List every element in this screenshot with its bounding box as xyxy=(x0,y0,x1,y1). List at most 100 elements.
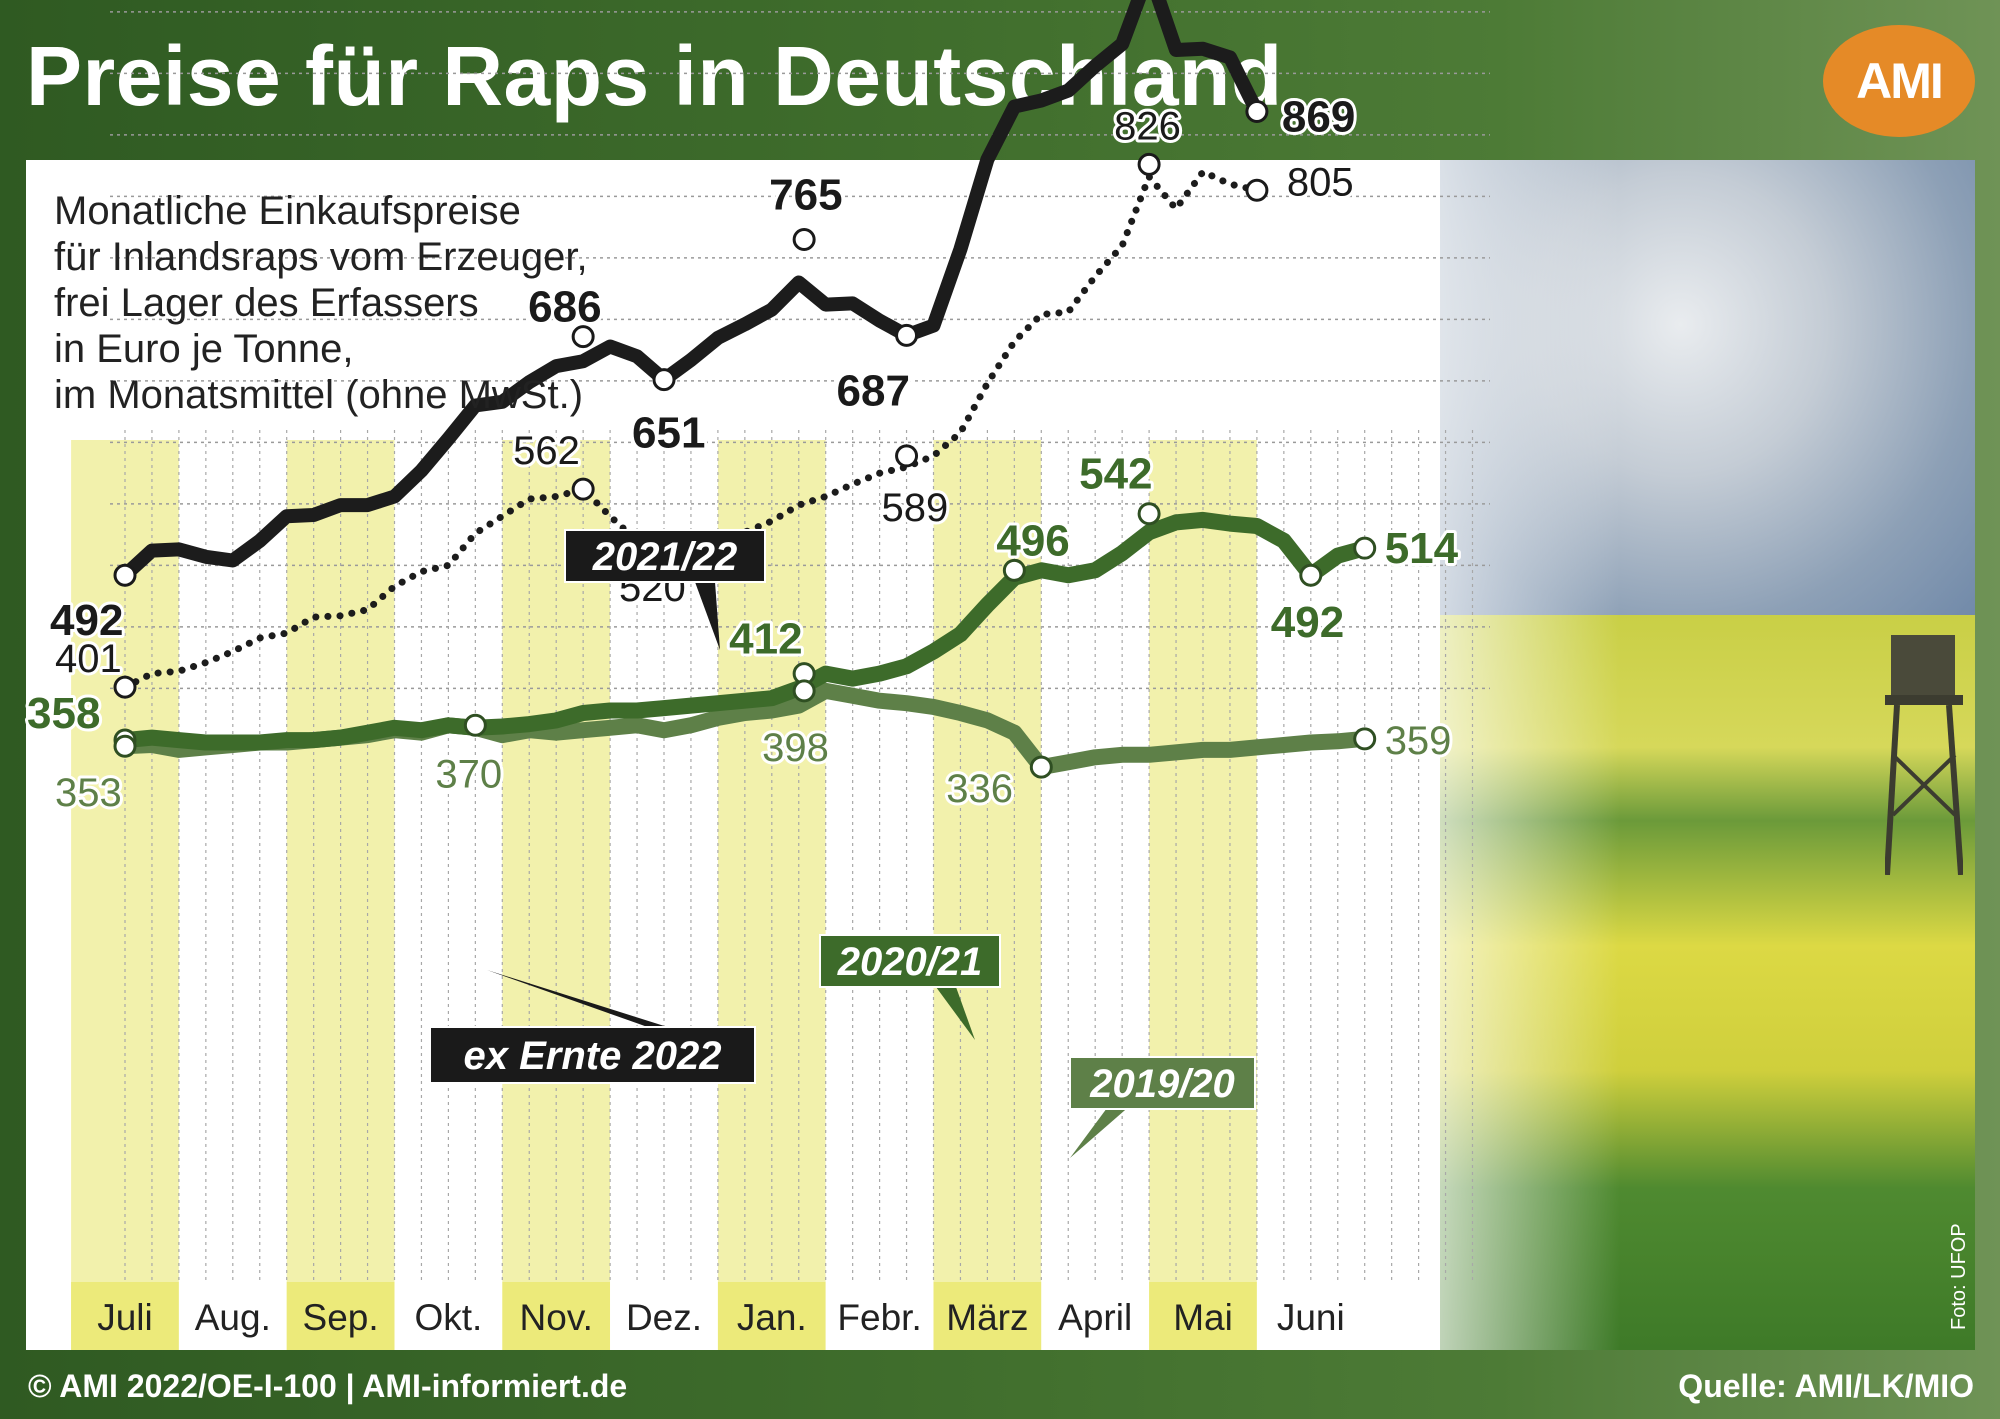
legend-label: 2019/20 xyxy=(1089,1062,1235,1106)
hunting-tower-icon xyxy=(1885,635,1963,875)
value-label: 805 xyxy=(1287,160,1354,204)
data-point-marker xyxy=(1245,100,1269,124)
value-label: 336 xyxy=(946,767,1013,811)
logo-text: AMI xyxy=(1856,53,1944,109)
legend-pointer xyxy=(936,987,975,1040)
month-cell xyxy=(502,1282,611,1350)
value-label: 826 xyxy=(1114,104,1181,148)
month-label: Okt. xyxy=(414,1297,482,1338)
value-label: 869 xyxy=(1282,93,1355,142)
month-label: März xyxy=(946,1297,1028,1338)
value-labels: 4926866517656879838694015625205898268053… xyxy=(24,0,1462,818)
month-label: Nov. xyxy=(520,1297,593,1338)
data-point-marker xyxy=(792,227,816,251)
month-cell xyxy=(394,1282,503,1350)
value-label: 687 xyxy=(837,366,910,415)
legend-box xyxy=(819,934,1001,988)
data-point-marker xyxy=(1353,536,1377,560)
legend-box xyxy=(429,1026,756,1084)
legend-box xyxy=(564,529,766,583)
ami-logo: AMI xyxy=(1823,25,1975,137)
legend-label: 2021/22 xyxy=(592,535,738,579)
data-point-marker xyxy=(1137,502,1161,526)
value-label: 496 xyxy=(996,516,1069,565)
legend-pointer xyxy=(487,970,668,1027)
value-label: 358 xyxy=(27,689,100,738)
page-title: Preise für Raps in Deutschland xyxy=(26,29,1283,123)
subtitle-line: im Monatsmittel (ohne MwSt.) xyxy=(54,373,584,417)
month-cell xyxy=(1256,1282,1365,1350)
value-label: 492 xyxy=(1271,598,1344,647)
month-cell xyxy=(610,1282,718,1350)
data-point-marker xyxy=(463,713,487,737)
month-label: Mai xyxy=(1173,1297,1233,1338)
subtitle-line: in Euro je Tonne, xyxy=(54,327,354,371)
chart-subtitle: Monatliche Einkaufspreise für Inlandsrap… xyxy=(54,188,588,418)
month-label: Jan. xyxy=(737,1297,807,1338)
data-point-marker xyxy=(1029,755,1053,779)
month-label: Juli xyxy=(97,1297,153,1338)
value-label: 651 xyxy=(632,409,705,458)
data-point-marker xyxy=(1353,727,1377,751)
data-point-marker xyxy=(895,444,919,468)
month-axis: Juli Aug. Sep. Okt. Nov. Dez. Jan. Febr. März Apr… xyxy=(71,1282,1365,1350)
month-cell xyxy=(178,1282,287,1350)
series-line-2020-21 xyxy=(117,511,1373,751)
month-cell xyxy=(286,1282,395,1350)
footer-source: Quelle: AMI/LK/MIO xyxy=(1678,1368,1974,1404)
data-point-marker xyxy=(113,734,137,758)
value-label: 686 xyxy=(528,283,601,332)
legend-box xyxy=(1069,1056,1256,1110)
footer-copyright: © AMI 2022/OE-I-100 | AMI-informiert.de xyxy=(28,1368,628,1404)
value-label: 412 xyxy=(729,615,802,664)
value-label: 562 xyxy=(513,429,580,473)
subtitle-line: frei Lager des Erfassers xyxy=(54,281,479,325)
value-label: 542 xyxy=(1079,450,1152,499)
month-cell xyxy=(1041,1282,1150,1350)
data-point-marker xyxy=(1299,563,1323,587)
value-label: 401 xyxy=(55,637,122,681)
value-label: 514 xyxy=(1385,524,1459,573)
series-line-2021-22 xyxy=(118,0,1264,583)
chart-grid xyxy=(110,11,1490,1282)
legend-label: 2020/21 xyxy=(837,940,983,984)
month-label: Sep. xyxy=(303,1297,379,1338)
month-cell xyxy=(717,1282,826,1350)
data-point-marker xyxy=(1002,558,1026,582)
legend-pointer xyxy=(1070,1109,1127,1158)
legend-pointer xyxy=(695,582,720,650)
month-cell xyxy=(933,1282,1042,1350)
value-label: 589 xyxy=(882,486,949,530)
data-point-marker xyxy=(652,368,676,392)
data-point-marker xyxy=(1245,178,1269,202)
markers-layer xyxy=(113,100,1377,779)
month-label: Dez. xyxy=(626,1297,702,1338)
data-point-marker xyxy=(113,563,137,587)
data-point-marker xyxy=(895,323,919,347)
subtitle-line: Monatliche Einkaufspreise xyxy=(54,189,521,233)
series-name-boxes: 2021/22 ex Ernte 2022 2020/21 2019/20 xyxy=(429,529,1256,1158)
value-label: 765 xyxy=(769,170,842,219)
value-label: 492 xyxy=(50,596,123,645)
month-label: Juni xyxy=(1277,1297,1345,1338)
legend-label: ex Ernte 2022 xyxy=(464,1034,722,1078)
data-point-marker xyxy=(792,679,816,703)
value-label: 353 xyxy=(55,771,122,815)
month-cell xyxy=(71,1282,179,1350)
month-label: Febr. xyxy=(837,1297,921,1338)
month-cell xyxy=(1149,1282,1257,1350)
data-point-marker xyxy=(571,477,595,501)
data-point-marker xyxy=(571,325,595,349)
value-label: 398 xyxy=(762,726,829,770)
month-label: April xyxy=(1058,1297,1132,1338)
series-layer xyxy=(117,0,1373,776)
subtitle-line: für Inlandsraps vom Erzeuger, xyxy=(54,235,588,279)
value-label: 359 xyxy=(1385,719,1452,763)
value-label: 370 xyxy=(435,752,502,796)
data-point-marker xyxy=(1137,152,1161,176)
month-label: Aug. xyxy=(195,1297,271,1338)
month-cell xyxy=(825,1282,934,1350)
data-point-marker xyxy=(113,675,137,699)
